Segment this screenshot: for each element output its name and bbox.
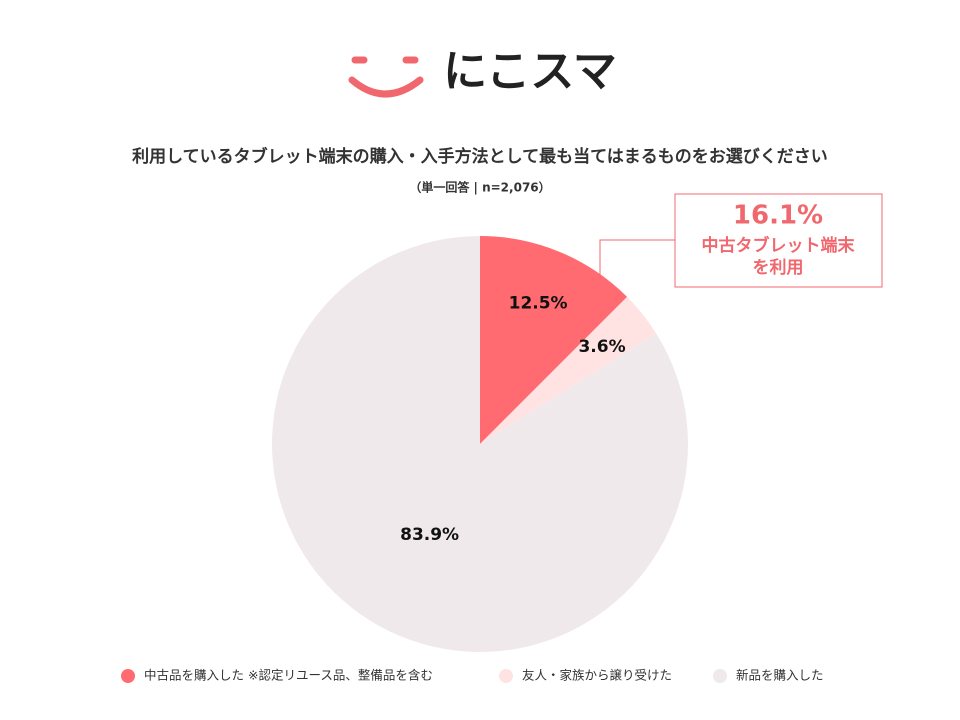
- chart-title: 利用しているタブレット端末の購入・入手方法として最も当てはまるものをお選びくださ…: [132, 146, 828, 167]
- legend-label: 新品を購入した: [736, 668, 824, 683]
- slice-label: 3.6%: [578, 337, 625, 357]
- legend-label: 友人・家族から譲り受けた: [522, 668, 672, 683]
- legend-swatch: [499, 669, 513, 683]
- callout-value: 16.1%: [733, 201, 823, 231]
- chart-subtitle: （単一回答 | n=2,076）: [409, 180, 550, 195]
- logo-text: にこスマ: [443, 46, 617, 97]
- slice-label: 12.5%: [509, 294, 568, 314]
- legend-swatch: [121, 669, 135, 683]
- legend-swatch: [713, 669, 727, 683]
- legend: 中古品を購入した ※認定リユース品、整備品を含む 友人・家族から譲り受けた 新品を購…: [121, 668, 824, 683]
- logo-icon: [348, 56, 424, 98]
- pie-slice: [480, 236, 628, 444]
- pie: 12.5% 3.6% 83.9%: [272, 236, 688, 652]
- callout-box: [674, 193, 883, 288]
- legend-label: 中古品を購入した ※認定リユース品、整備品を含む: [144, 668, 433, 683]
- callout-text: を利用: [753, 257, 804, 278]
- pie-slice: [480, 296, 657, 444]
- callout-text: 中古タブレット端末: [702, 235, 856, 256]
- slice-label: 83.9%: [400, 525, 459, 545]
- pie-slice: [272, 236, 688, 652]
- callout-line: [599, 239, 675, 282]
